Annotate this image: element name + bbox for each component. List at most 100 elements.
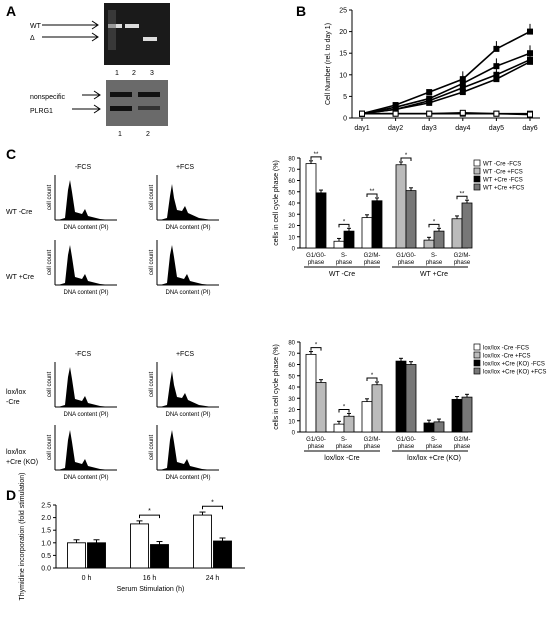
thymidine-bar-chart: 0.0 0.5 1.0 1.5 2.0 2.5 Thymidine incorporatio… — [19, 473, 245, 601]
c-legend-label: WT +Cre -FCS — [483, 178, 523, 184]
c-sig-bracket — [366, 193, 378, 197]
hist-x-label: DNA content (PI) — [165, 290, 210, 296]
c-y-tick-label: 60 — [288, 179, 295, 185]
b-y-tick-label: 0 — [343, 116, 347, 123]
c-bar — [343, 230, 355, 249]
hist-x-label: DNA content (PI) — [165, 475, 210, 481]
c-bar — [423, 422, 435, 433]
d-sig-bracket — [139, 514, 160, 519]
hist-y-label: cell count — [47, 249, 53, 275]
c-y-axis-label: cells in cell cycle phase (%) — [273, 344, 280, 430]
d-y-axis-label: Thymidine incorporation (fold stimulatio… — [19, 473, 26, 601]
c-legend-label: lox/lox -Cre -FCS — [483, 346, 529, 352]
c-sig-bracket — [400, 157, 412, 161]
d-bar — [130, 523, 149, 569]
gel-label-delta: Δ — [30, 35, 35, 42]
hist-x-label: DNA content (PI) — [63, 475, 108, 481]
wt-cell-cycle-bar-chart: 0 10 20 30 40 50 60 70 80 cells in cell cycle pha… — [273, 152, 524, 278]
b-data-point — [493, 45, 500, 52]
b-data-point — [527, 111, 533, 118]
c-sig-mark: ** — [460, 191, 465, 197]
hist-x-label: DNA content (PI) — [63, 225, 108, 231]
c-group-label: lox/lox -Cre — [324, 455, 360, 462]
c-y-tick-label: 70 — [288, 168, 295, 174]
b-x-tick-label: day5 — [489, 125, 504, 132]
c-bar — [361, 401, 373, 433]
b-data-point — [493, 76, 500, 83]
d-x-tick-label: 16 h — [143, 575, 157, 582]
c-y-tick-label: 0 — [292, 247, 296, 253]
c-bar — [395, 360, 407, 433]
d-x-tick-label: 0 h — [82, 575, 92, 582]
c-sig-mark: * — [371, 373, 374, 379]
c-x-tick-label: G2/M-phase — [454, 437, 471, 450]
b-data-point — [527, 28, 533, 35]
c-y-axis-label: cells in cell cycle phase (%) — [273, 160, 280, 246]
c-legend-label: WT -Cre +FCS — [483, 170, 523, 176]
c-legend-swatch — [473, 183, 481, 191]
c-bar — [371, 200, 383, 249]
c-legend-swatch — [473, 359, 481, 367]
c-bar — [371, 384, 383, 433]
hist-profile — [160, 245, 212, 285]
c-sig-mark: * — [343, 219, 346, 225]
gel-label-wt: WT — [30, 23, 42, 30]
hist-row-label: +Cre (KO) — [6, 459, 38, 466]
b-series-line — [361, 58, 531, 115]
western-blot — [106, 80, 168, 126]
b-y-tick-label: 5 — [343, 94, 347, 101]
blot-band — [110, 106, 132, 111]
c-bar — [433, 421, 445, 433]
c-group-label: WT +Cre — [420, 271, 448, 278]
b-data-point — [426, 89, 433, 96]
c-bar — [423, 239, 435, 249]
hist-profile — [160, 430, 212, 470]
c-sig-bracket — [338, 409, 350, 413]
blot-band — [110, 92, 132, 97]
c-bar — [451, 218, 463, 249]
c-y-tick-label: 40 — [288, 386, 295, 392]
c-x-tick-label: G2/M-phase — [364, 253, 381, 266]
hist-profile — [160, 371, 212, 407]
c-bar — [315, 382, 327, 433]
d-bar — [193, 514, 212, 569]
hist-x-label: DNA content (PI) — [165, 412, 210, 418]
c-bar — [305, 163, 317, 249]
c-x-tick-label: S-phase — [336, 437, 353, 450]
blot-band — [138, 106, 160, 110]
c-y-tick-label: 50 — [288, 190, 295, 196]
blot-label-plrg1: PLRG1 — [30, 108, 53, 115]
blot-band — [138, 92, 160, 97]
hist-profile — [160, 184, 212, 220]
d-y-tick-label: 1.5 — [41, 528, 51, 535]
d-bar — [67, 542, 86, 569]
c-bar — [333, 423, 345, 433]
c-y-tick-label: 20 — [288, 224, 295, 230]
b-x-tick-label: day3 — [422, 125, 437, 132]
c-x-tick-label: S-phase — [426, 437, 443, 450]
d-y-tick-label: 0.5 — [41, 553, 51, 560]
c-y-tick-label: 60 — [288, 363, 295, 369]
b-y-tick-label: 25 — [339, 8, 347, 15]
c-bar — [333, 240, 345, 249]
c-sig-mark: * — [405, 153, 408, 159]
b-x-tick-label: day4 — [455, 125, 470, 132]
blot-lane-2: 2 — [146, 131, 150, 138]
c-bar — [451, 398, 463, 433]
d-sig-mark: * — [211, 499, 214, 506]
c-y-tick-label: 10 — [288, 235, 295, 241]
c-bar — [305, 353, 317, 433]
c-x-tick-label: G1/G0-phase — [306, 437, 326, 450]
d-sig-mark: * — [148, 508, 151, 515]
hist-x-label: DNA content (PI) — [63, 290, 108, 296]
c-bar — [315, 192, 327, 249]
hist-x-label: DNA content (PI) — [165, 225, 210, 231]
hist-x-label: DNA content (PI) — [63, 412, 108, 418]
loxlox-cell-cycle-bar-chart: 0 10 20 30 40 50 60 70 80 cells in cell cycle pha… — [273, 341, 546, 463]
c-sig-bracket — [456, 195, 468, 200]
hist-row-label: WT -Cre — [6, 209, 32, 216]
c-x-tick-label: G2/M-phase — [454, 253, 471, 266]
c-y-tick-label: 10 — [288, 419, 295, 425]
c-legend-label: lox/lox +Cre (KO) +FCS — [483, 370, 546, 376]
c-x-tick-label: S-phase — [336, 253, 353, 266]
